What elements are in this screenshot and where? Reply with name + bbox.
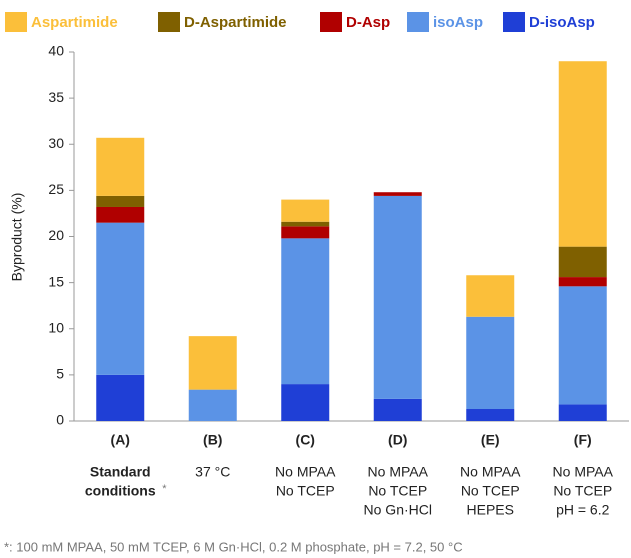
y-tick-label: 5 xyxy=(56,366,64,382)
bar-segment xyxy=(188,336,237,390)
y-axis-label: Byproduct (%) xyxy=(9,193,25,282)
x-tick-label: (B) xyxy=(203,432,222,448)
y-tick-label: 35 xyxy=(48,89,64,105)
x-sub-label: No MPAA xyxy=(553,464,614,480)
bar-segment xyxy=(373,398,422,421)
y-tick-label: 40 xyxy=(48,43,64,59)
bar-segment xyxy=(281,221,330,227)
x-sub-label: No TCEP xyxy=(276,483,335,499)
legend-label: Aspartimide xyxy=(31,14,118,31)
x-tick-label: (F) xyxy=(574,432,592,448)
x-sub-label: No Gn·HCl xyxy=(364,502,432,518)
bar-segment xyxy=(188,389,237,421)
x-sub-label: 37 °C xyxy=(195,464,230,480)
x-sub-label: HEPES xyxy=(467,502,514,518)
bar-segment xyxy=(281,238,330,385)
x-sub-label: No MPAA xyxy=(368,464,429,480)
bar-segment xyxy=(373,192,422,196)
y-tick-label: 10 xyxy=(48,319,64,335)
bar-segment xyxy=(96,137,145,196)
bar-segment xyxy=(466,316,515,410)
x-sub-label: No MPAA xyxy=(460,464,521,480)
y-tick-label: 30 xyxy=(48,135,64,151)
x-sub-label: conditions xyxy=(85,483,156,499)
footnote-marker: * xyxy=(162,483,167,495)
x-sub-label: Standard xyxy=(90,464,151,480)
bar-segment xyxy=(558,404,607,421)
y-tick-label: 15 xyxy=(48,273,64,289)
x-tick-label: (A) xyxy=(111,432,130,448)
x-tick-label: (D) xyxy=(388,432,407,448)
bar-segment xyxy=(558,277,607,287)
x-sub-label: No MPAA xyxy=(275,464,336,480)
footnote: *: 100 mM MPAA, 50 mM TCEP, 6 M Gn·HCl, … xyxy=(4,539,463,554)
bar-segment xyxy=(558,61,607,247)
x-sub-label: pH = 6.2 xyxy=(556,502,610,518)
bar-segment xyxy=(281,384,330,421)
legend-swatch xyxy=(407,12,429,32)
legend-label: isoAsp xyxy=(433,14,483,31)
x-tick-label: (E) xyxy=(481,432,500,448)
legend-label: D-Aspartimide xyxy=(184,14,287,31)
x-sub-label: No TCEP xyxy=(461,483,520,499)
y-tick-label: 20 xyxy=(48,227,64,243)
x-tick-label: (C) xyxy=(296,432,315,448)
legend-swatch xyxy=(5,12,27,32)
legend-swatch xyxy=(158,12,180,32)
bar-segment xyxy=(96,195,145,207)
bar-segment xyxy=(466,409,515,421)
y-tick-label: 0 xyxy=(56,412,64,428)
bar-segment xyxy=(281,226,330,239)
y-tick-label: 25 xyxy=(48,181,64,197)
legend-label: D-isoAsp xyxy=(529,14,595,31)
bar-segment xyxy=(558,286,607,405)
bar-segment xyxy=(96,374,145,421)
x-sub-label: No TCEP xyxy=(553,483,612,499)
legend-label: D-Asp xyxy=(346,14,390,31)
bar-segment xyxy=(281,199,330,222)
bar-segment xyxy=(466,275,515,317)
bar-segment xyxy=(96,222,145,375)
x-sub-label: No TCEP xyxy=(368,483,427,499)
bar-segment xyxy=(373,195,422,399)
legend-swatch xyxy=(503,12,525,32)
bar-segment xyxy=(96,206,145,223)
bar-segment xyxy=(558,246,607,278)
legend-swatch xyxy=(320,12,342,32)
